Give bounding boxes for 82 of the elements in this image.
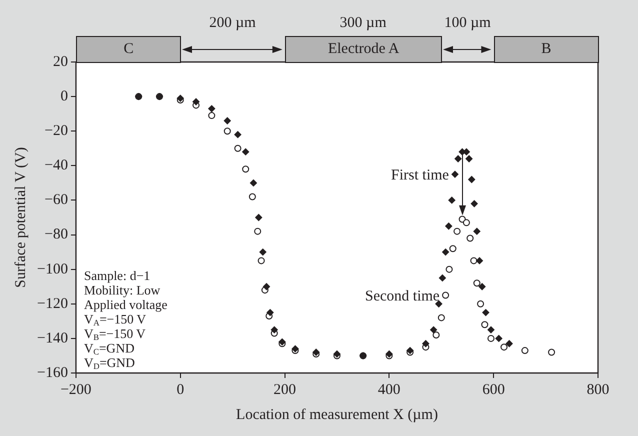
point — [470, 257, 478, 264]
point — [466, 155, 473, 162]
y-tick-label: 0 — [60, 88, 68, 104]
point — [445, 222, 452, 230]
point — [506, 340, 513, 348]
point — [263, 283, 270, 290]
point — [438, 314, 445, 322]
y-tick-label: 20 — [52, 54, 68, 70]
point — [487, 334, 494, 342]
point — [454, 228, 461, 235]
point — [521, 347, 528, 354]
series-label: Second time — [364, 288, 440, 304]
point — [258, 257, 265, 264]
point — [266, 309, 274, 316]
x-axis-title: Location of measurement X (µm) — [236, 406, 438, 423]
point — [500, 344, 508, 351]
x-tick-label: 200 — [274, 382, 296, 398]
point — [476, 257, 483, 264]
point — [462, 219, 470, 226]
annotation: Mobility: Low — [84, 282, 161, 298]
annotation: Applied voltage — [84, 297, 168, 312]
point — [481, 321, 488, 328]
point — [435, 300, 442, 308]
point — [248, 193, 256, 200]
point — [482, 309, 490, 316]
point — [478, 283, 486, 290]
point — [192, 98, 200, 106]
x-tick-label: 0 — [176, 382, 184, 398]
point — [234, 131, 242, 138]
point — [242, 166, 250, 173]
point — [495, 334, 502, 342]
point — [234, 144, 242, 152]
point — [442, 292, 450, 299]
y-tick-label: −40 — [44, 158, 68, 174]
point — [208, 105, 216, 112]
y-tick-label: −100 — [36, 261, 68, 278]
point — [250, 179, 257, 186]
point — [255, 214, 262, 221]
point — [438, 274, 446, 282]
point — [468, 176, 476, 183]
point — [487, 326, 494, 334]
point — [473, 228, 480, 235]
point — [470, 200, 478, 208]
point — [442, 248, 450, 256]
y-tick-label: −120 — [36, 296, 68, 312]
point — [446, 266, 453, 273]
point — [432, 331, 440, 338]
point — [473, 280, 480, 287]
text: 100 µm — [444, 15, 491, 32]
point — [242, 148, 250, 156]
y-tick-label: −20 — [44, 123, 68, 140]
x-tick-label: 400 — [378, 382, 400, 398]
point — [477, 300, 484, 308]
text: C — [76, 36, 182, 63]
point — [548, 348, 556, 356]
y-tick-label: −60 — [44, 192, 68, 208]
y-tick-label: −160 — [36, 364, 68, 381]
point — [259, 248, 266, 256]
y-tick-label: −80 — [44, 226, 68, 243]
text: Electrode A — [284, 36, 442, 63]
series-label: First time — [391, 167, 450, 184]
point — [254, 228, 262, 235]
x-tick-label: 800 — [586, 382, 610, 398]
point — [430, 326, 438, 334]
x-tick-label: −200 — [60, 382, 92, 398]
point — [448, 196, 456, 204]
y-axis-title: Surface potential V (V) — [12, 147, 29, 288]
annotation: Sample: d−1 — [84, 268, 150, 283]
point — [451, 170, 458, 178]
text: 300 µm — [340, 15, 386, 32]
text: B — [494, 36, 599, 63]
point — [224, 117, 231, 124]
point — [224, 128, 231, 135]
point — [208, 112, 216, 120]
point — [422, 340, 430, 348]
point — [466, 234, 474, 242]
y-tick-label: −140 — [36, 330, 68, 346]
point — [449, 245, 456, 252]
point — [270, 326, 278, 334]
text: 200 µm — [209, 15, 256, 32]
x-tick-label: 600 — [482, 382, 505, 398]
point — [454, 155, 462, 162]
